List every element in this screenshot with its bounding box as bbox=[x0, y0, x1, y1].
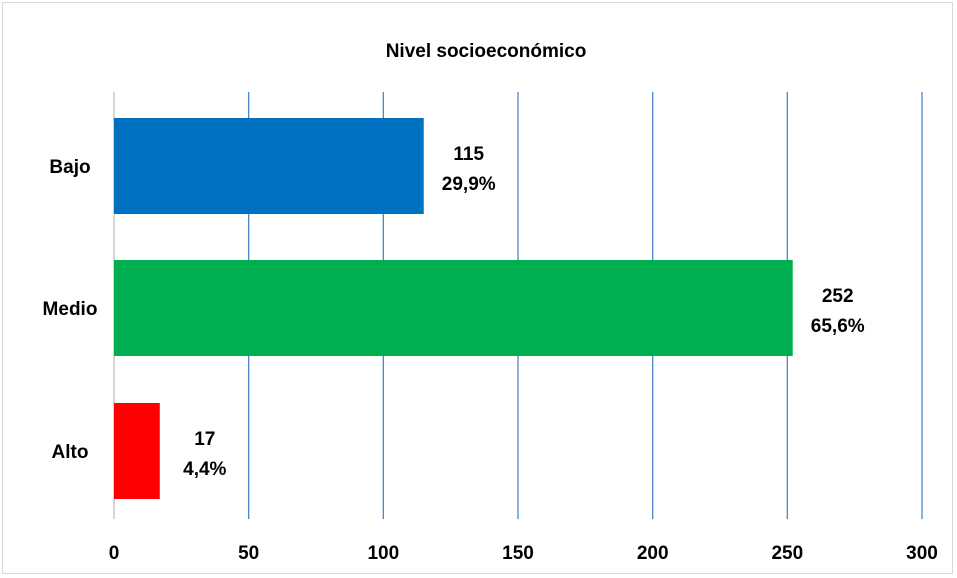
category-axis: Bajo Medio Alto bbox=[43, 157, 98, 463]
category-label: Medio bbox=[43, 299, 98, 320]
x-tick-label: 150 bbox=[502, 543, 534, 564]
bars bbox=[114, 118, 793, 499]
bar-medio bbox=[114, 260, 793, 356]
data-label-percent: 65,6% bbox=[811, 316, 865, 337]
chart-title: Nivel socioeconómico bbox=[386, 41, 587, 62]
value-axis: 0 50 100 150 200 250 300 bbox=[109, 543, 938, 564]
x-tick-label: 300 bbox=[906, 543, 938, 564]
data-label-percent: 29,9% bbox=[442, 174, 496, 195]
data-label-value: 17 bbox=[194, 429, 215, 450]
x-tick-label: 200 bbox=[637, 543, 669, 564]
x-tick-label: 100 bbox=[367, 543, 399, 564]
x-tick-label: 0 bbox=[109, 543, 120, 564]
category-label: Bajo bbox=[49, 157, 90, 178]
data-label-value: 252 bbox=[822, 286, 854, 307]
data-labels: 115 29,9% 252 65,6% 17 4,4% bbox=[183, 144, 865, 480]
category-label: Alto bbox=[52, 442, 89, 463]
x-tick-label: 50 bbox=[238, 543, 259, 564]
data-label-value: 115 bbox=[453, 144, 484, 165]
bar-alto bbox=[114, 403, 160, 499]
data-label-percent: 4,4% bbox=[183, 459, 226, 480]
bar-bajo bbox=[114, 118, 424, 214]
x-tick-label: 250 bbox=[771, 543, 803, 564]
